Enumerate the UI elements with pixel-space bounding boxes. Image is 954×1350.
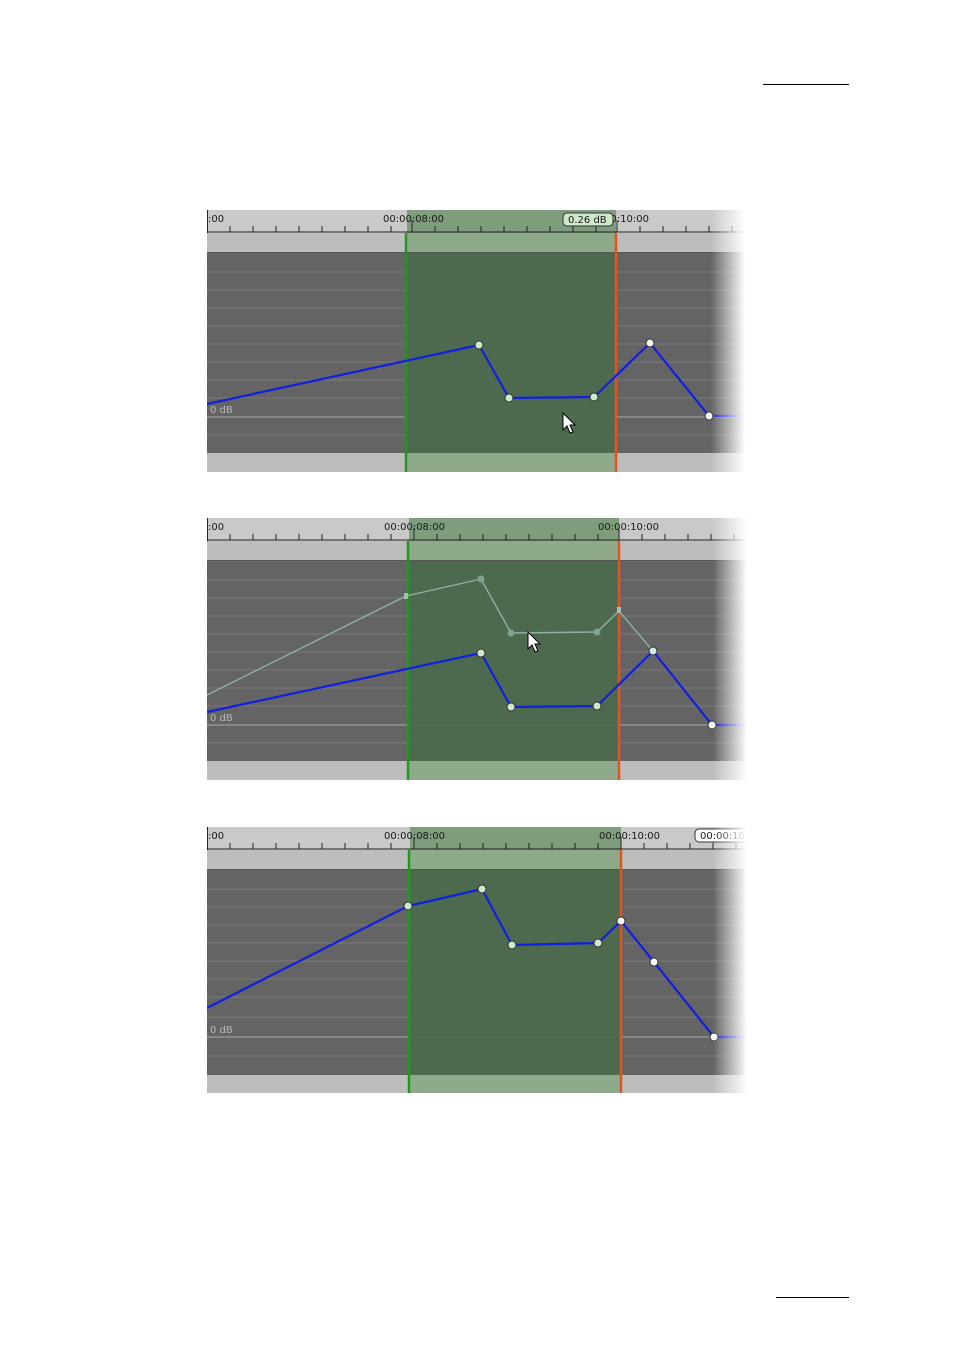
keyframe[interactable]	[592, 701, 602, 711]
audio-gain-panel-1: :00 00:00:08:00 00:00:10:00 0.26 dB 0 dB	[207, 210, 745, 472]
ghost-keyframe	[507, 629, 515, 637]
zero-db-label: 0 dB	[210, 405, 233, 416]
ghost-keyframe	[477, 575, 485, 583]
gain-value-badge	[562, 212, 614, 227]
header-rule	[763, 84, 849, 85]
ghost-keyframe	[593, 628, 601, 636]
panel-1-canvas: :00 00:00:08:00 00:00:10:00 0.26 dB 0 dB	[207, 210, 745, 472]
keyframe[interactable]	[476, 648, 486, 658]
audio-gain-panel-2: :00 00:00:08:00 00:00:10:00 0 dB	[207, 518, 747, 780]
ruler-label-start: :00	[208, 522, 224, 533]
keyframe[interactable]	[649, 957, 659, 967]
keyframe[interactable]	[648, 646, 658, 656]
keyframe[interactable]	[589, 392, 599, 402]
keyframe[interactable]	[474, 340, 484, 350]
ruler-ticks	[207, 210, 745, 233]
ruler-label-start: :00	[208, 831, 224, 842]
keyframe[interactable]	[504, 393, 514, 403]
keyframe[interactable]	[593, 938, 603, 948]
mouse-cursor-icon	[527, 630, 542, 653]
keyframe[interactable]	[506, 702, 516, 712]
ruler-label-08: 00:00:08:00	[383, 214, 444, 225]
ghost-keyframe	[617, 607, 621, 613]
zero-db-label: 0 dB	[210, 713, 233, 724]
keyframe[interactable]	[507, 940, 517, 950]
zero-db-label: 0 dB	[210, 1025, 233, 1036]
panel-3-canvas: :00 00:00:08:00 00:00:10:00 00:00:10: 0 …	[207, 827, 747, 1093]
keyframe[interactable]	[403, 901, 413, 911]
keyframe[interactable]	[616, 916, 626, 926]
keyframe[interactable]	[704, 411, 714, 421]
timecode-badge-text: 00:00:10:	[700, 831, 747, 842]
ruler-ticks	[207, 827, 747, 850]
ruler-label-08: 00:00:08:00	[384, 831, 445, 842]
keyframe[interactable]	[709, 1032, 719, 1042]
panel-2-canvas: :00 00:00:08:00 00:00:10:00 0 dB	[207, 518, 747, 780]
keyframe[interactable]	[645, 338, 655, 348]
keyframe[interactable]	[707, 720, 717, 730]
audio-gain-panel-3: :00 00:00:08:00 00:00:10:00 00:00:10: 0 …	[207, 827, 747, 1093]
ruler-label-10: 00:00:10:00	[598, 522, 659, 533]
gain-value-text: 0.26 dB	[568, 215, 607, 226]
ruler-label-08: 00:00:08:00	[384, 522, 445, 533]
footer-rule	[776, 1297, 849, 1298]
ruler-ticks	[207, 518, 747, 541]
ruler-label-10: 00:00:10:00	[588, 214, 649, 225]
ghost-keyframe	[404, 593, 408, 599]
keyframe[interactable]	[477, 884, 487, 894]
ruler-label-start: :00	[208, 214, 224, 225]
mouse-cursor-icon	[562, 411, 577, 434]
ruler-label-10: 00:00:10:00	[599, 831, 660, 842]
selection-region[interactable]	[410, 870, 621, 1075]
